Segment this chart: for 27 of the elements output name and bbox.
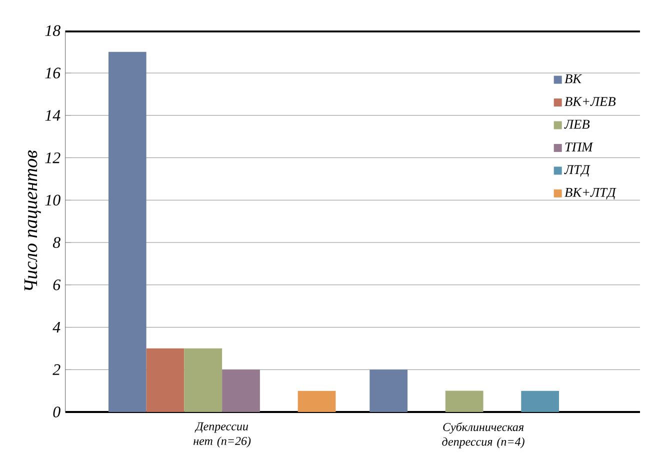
x-tick-label: Субклиническая депрессия (n=4) bbox=[442, 422, 524, 448]
y-tick-label: 16 bbox=[45, 68, 61, 78]
bar bbox=[298, 390, 336, 412]
y-tick-label: 4 bbox=[52, 322, 60, 333]
bar bbox=[108, 52, 146, 412]
bar bbox=[146, 348, 184, 412]
y-tick-label: 8 bbox=[52, 237, 60, 248]
bar bbox=[222, 370, 260, 412]
bar bbox=[370, 370, 408, 412]
y-tick-label: 14 bbox=[45, 110, 60, 121]
legend-label: ВК bbox=[564, 74, 582, 84]
y-tick-label: 0 bbox=[53, 406, 60, 418]
y-tick-label: 18 bbox=[45, 25, 60, 36]
bar bbox=[521, 390, 560, 412]
legend-label: ЛТД bbox=[564, 165, 590, 177]
legend-label: ЛЕВ bbox=[564, 120, 590, 129]
y-tick-label: 6 bbox=[53, 279, 61, 290]
bar bbox=[184, 348, 222, 412]
y-tick-label: 10 bbox=[45, 194, 60, 206]
legend-label: ВК+ЛТД bbox=[564, 188, 616, 200]
legend-label: ТПМ bbox=[565, 142, 594, 152]
legend-label: ВК+ЛЕВ bbox=[564, 97, 616, 106]
x-tick-label: Депрессии нет (n=26) bbox=[194, 422, 251, 448]
y-tick-label: 12 bbox=[45, 152, 60, 164]
y-tick-label: 2 bbox=[52, 364, 60, 375]
y-axis-title: Число пациентов bbox=[24, 150, 41, 291]
bar bbox=[445, 390, 484, 412]
